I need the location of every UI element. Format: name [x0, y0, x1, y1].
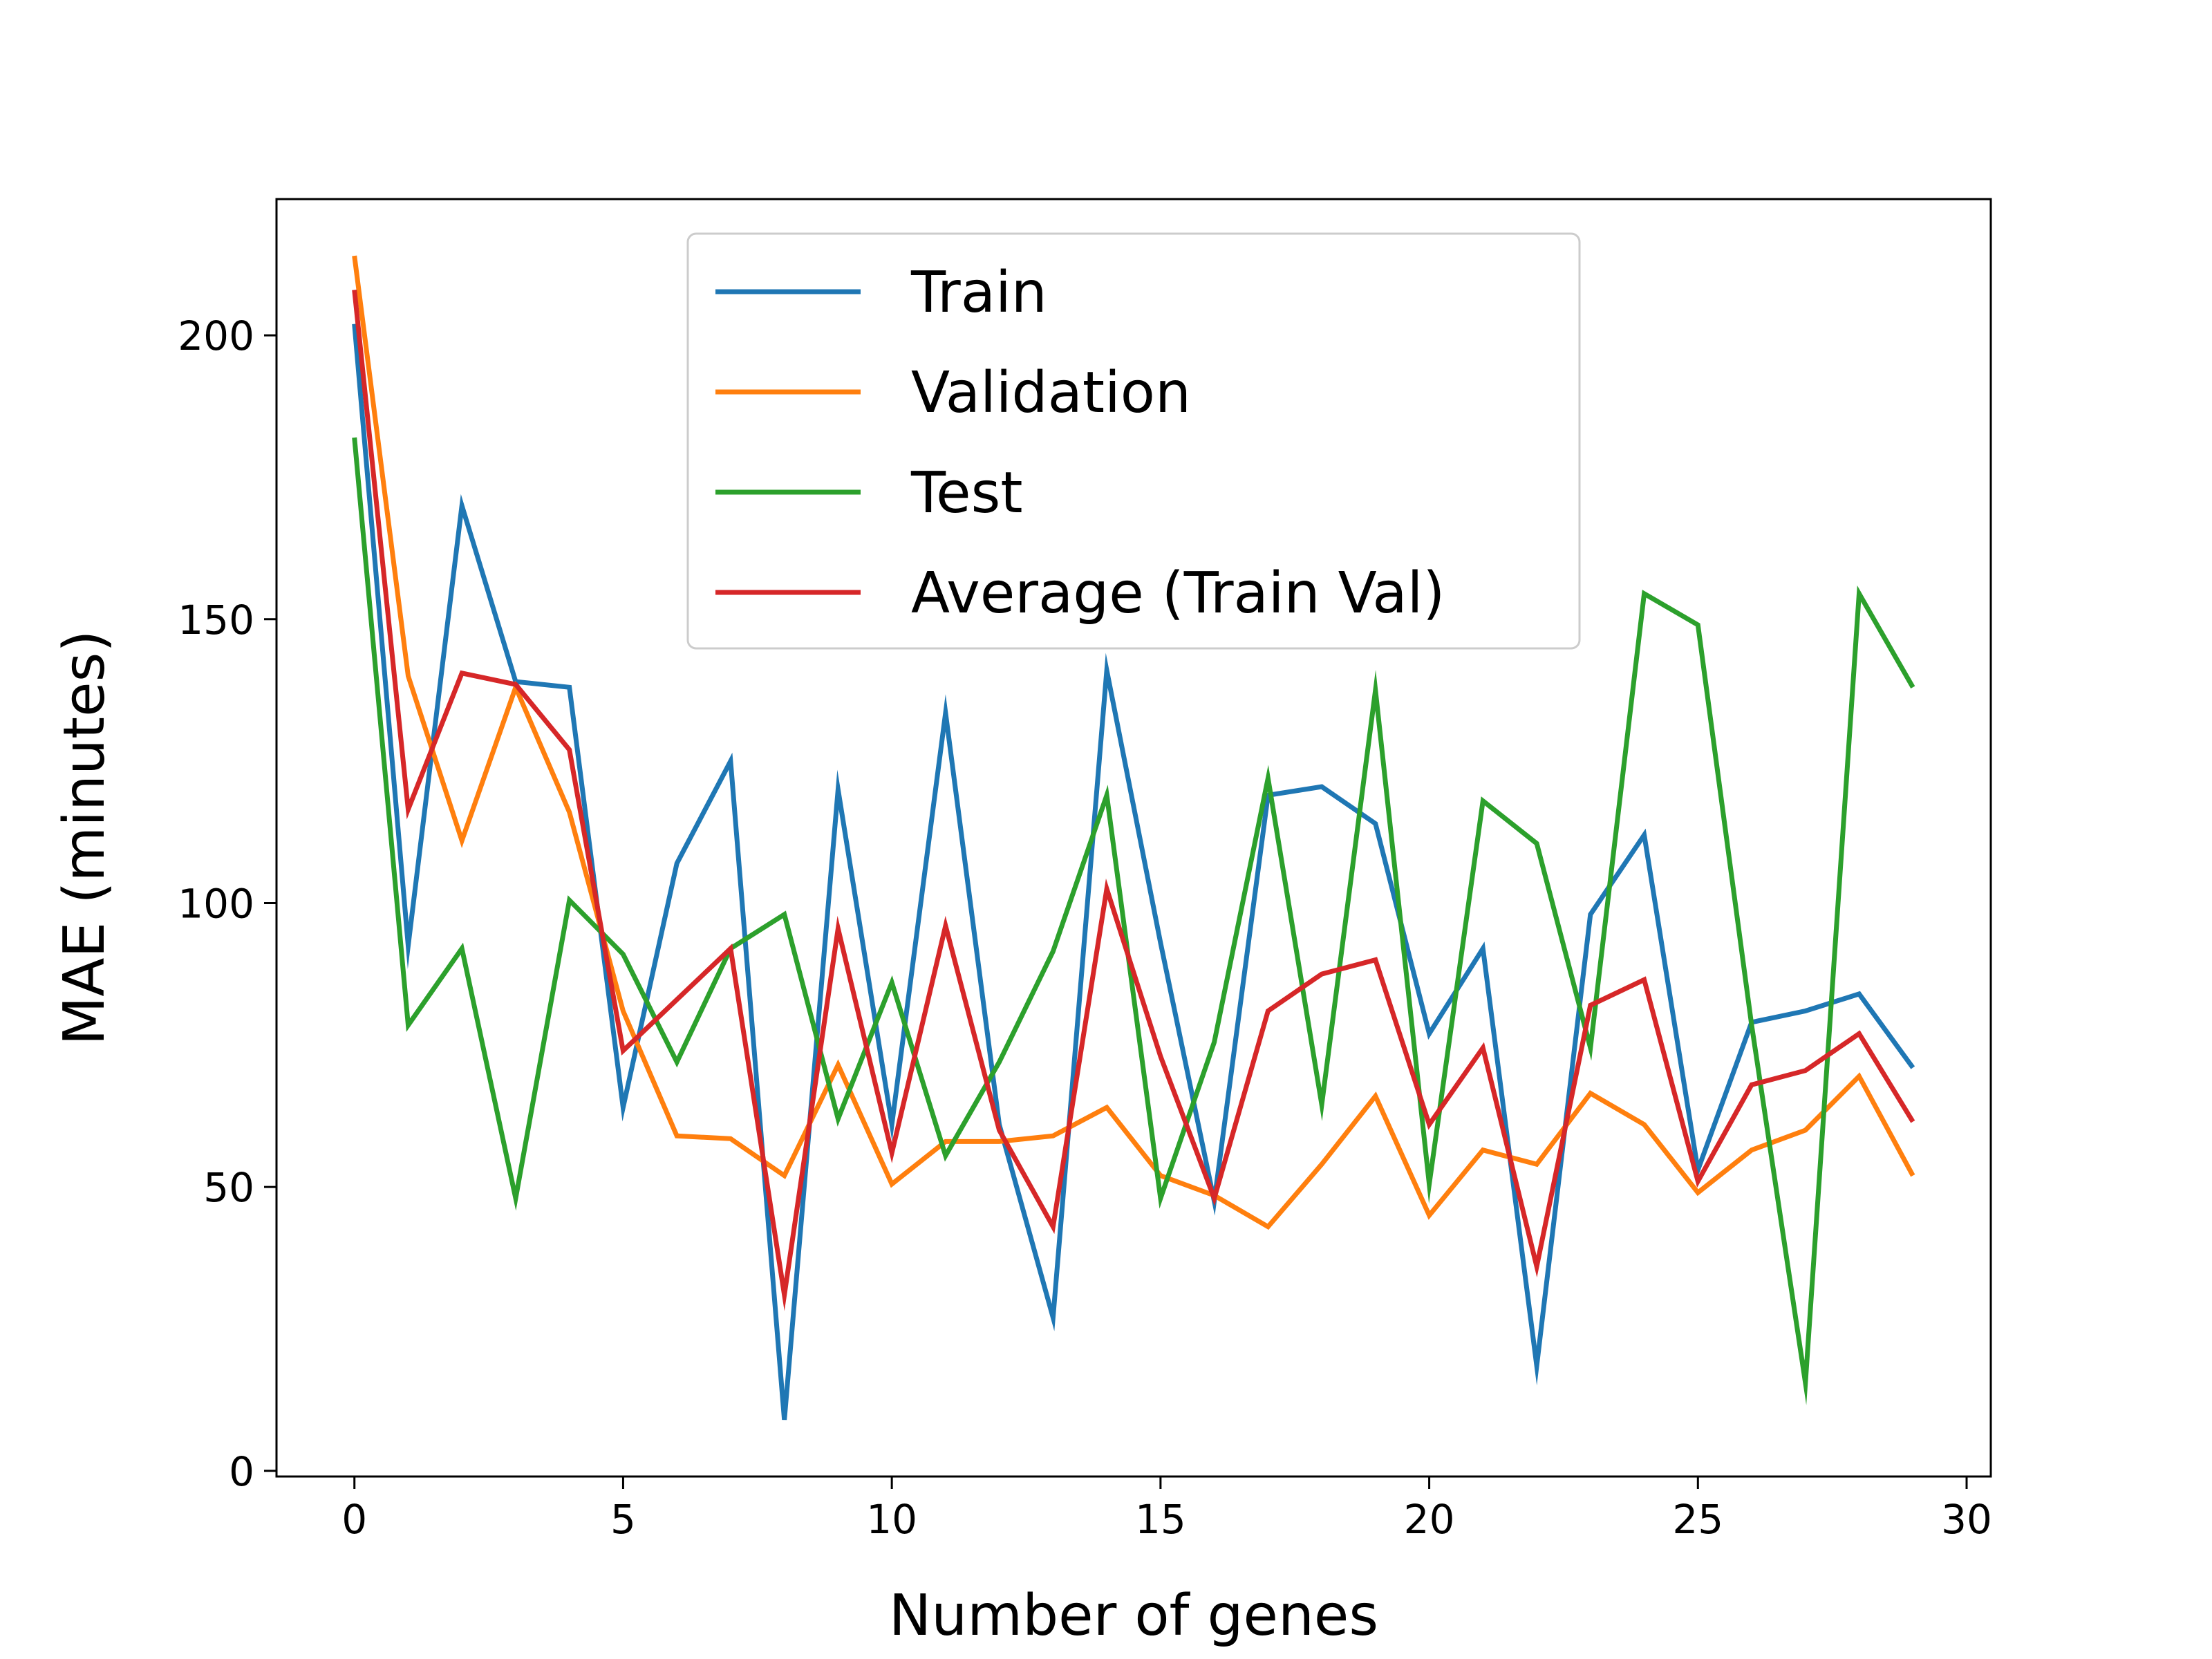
y-tick-label: 50 [203, 1164, 254, 1211]
legend: Train Validation Test Average (Train Val) [686, 232, 1581, 650]
legend-label: Test [910, 460, 1022, 526]
y-tick-label: 0 [229, 1448, 254, 1495]
y-tick-label: 200 [178, 312, 254, 359]
x-tick-label: 5 [610, 1496, 636, 1543]
legend-label: Average (Train Val) [911, 561, 1445, 626]
series-line-4 [352, 290, 1915, 1311]
series-layer [352, 255, 1915, 1421]
x-tick-label: 15 [1135, 1496, 1186, 1543]
legend-box [686, 232, 1581, 650]
legend-label: Validation [911, 360, 1191, 426]
x-tick-label: 0 [341, 1496, 367, 1543]
x-axis: 0 5 10 15 20 25 30 [341, 1477, 1992, 1543]
y-axis-label: MAE (minutes) [52, 630, 118, 1046]
y-axis: 0 50 100 150 200 [178, 312, 276, 1495]
plot-frame [275, 198, 1992, 1478]
legend-label: Train [910, 260, 1047, 326]
x-tick-label: 20 [1404, 1496, 1455, 1543]
x-tick-label: 25 [1672, 1496, 1723, 1543]
x-axis-label: Number of genes [889, 1583, 1378, 1649]
y-tick-label: 100 [178, 880, 254, 927]
series-line-2 [352, 255, 1915, 1230]
x-tick-label: 30 [1941, 1496, 1992, 1543]
y-tick-label: 150 [178, 597, 254, 644]
series-line-3 [352, 437, 1915, 1405]
series-line-1 [352, 324, 1915, 1421]
x-tick-label: 10 [866, 1496, 917, 1543]
